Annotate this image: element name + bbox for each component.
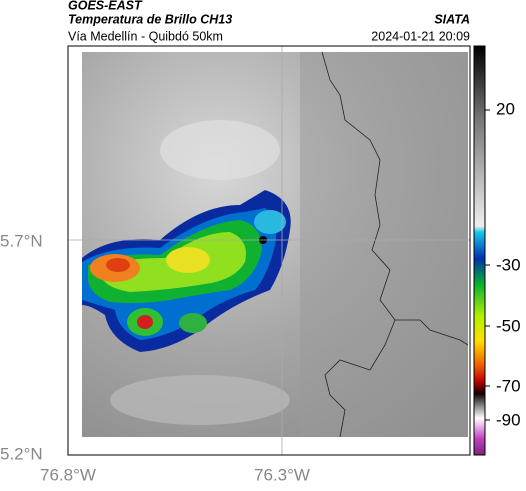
lat-label: 5.2°N (0, 444, 43, 463)
subtitle: Vía Medellín - Quibdó 50km (68, 29, 223, 43)
title: Temperatura de Brillo CH13 (68, 12, 232, 26)
colorbar-ticks (485, 109, 490, 421)
datetime: 2024-01-21 20:09 (371, 29, 470, 43)
map-image (82, 51, 469, 438)
colorbar-label: -70 (496, 376, 521, 395)
lon-label: 76.3°W (254, 465, 310, 484)
map-frame (67, 45, 471, 456)
colorbar-label: -90 (496, 410, 521, 429)
colorbar-label: -30 (496, 255, 521, 274)
lat-label: 5.7°N (0, 231, 43, 250)
colorbar-label: -50 (496, 316, 521, 335)
colorbar (473, 45, 486, 456)
source: GOES-EAST (68, 0, 143, 12)
colorbar-label: 20 (496, 99, 515, 118)
org: SIATA (434, 12, 470, 26)
lon-label: 76.8°W (40, 465, 96, 484)
